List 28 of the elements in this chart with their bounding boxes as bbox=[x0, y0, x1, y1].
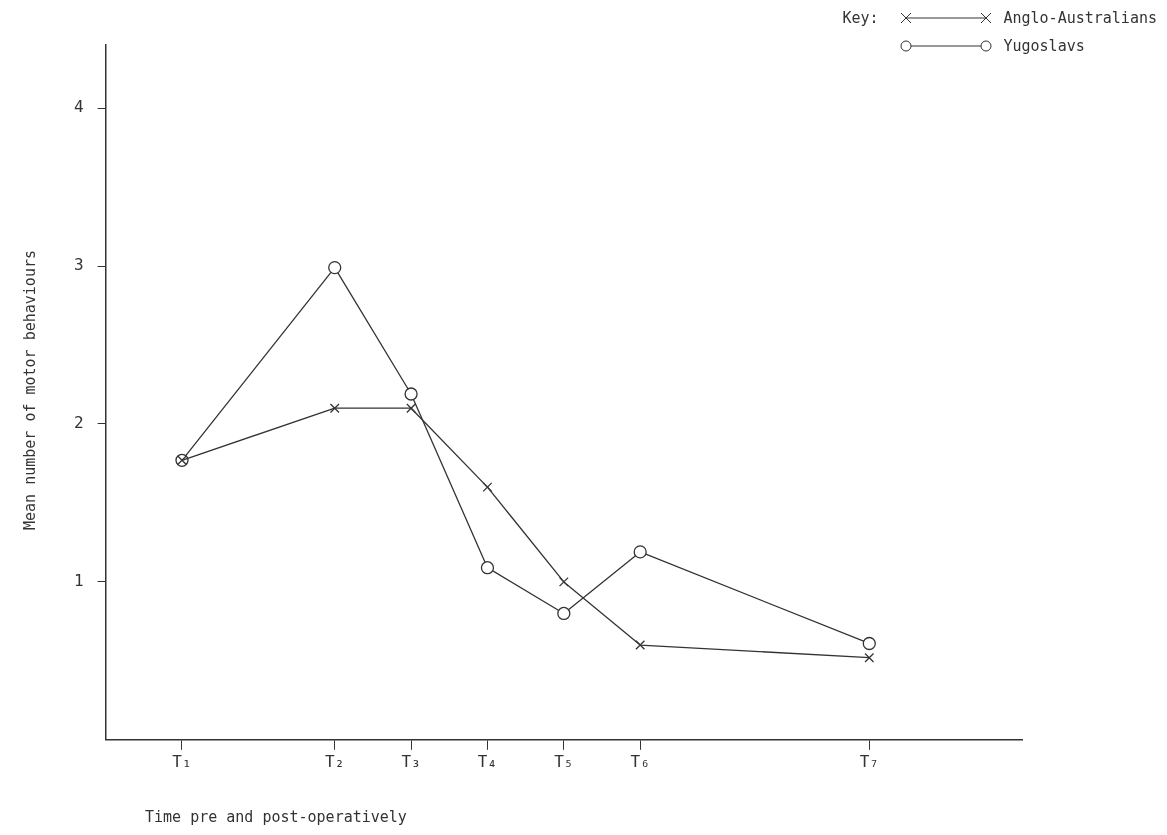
x-tick-label: T₅ bbox=[554, 751, 574, 771]
x-tick-label: T₁ bbox=[172, 751, 192, 771]
y-tick-label: 2 bbox=[73, 413, 84, 433]
y-tick-label: 3 bbox=[73, 255, 84, 275]
x-tick-label: T₇ bbox=[859, 751, 879, 771]
y-tick-label: 4 bbox=[73, 97, 84, 117]
x-tick-label: T₃ bbox=[401, 751, 421, 771]
point bbox=[862, 636, 876, 651]
point bbox=[482, 482, 493, 493]
point bbox=[406, 403, 416, 414]
point bbox=[557, 606, 571, 621]
y-axis-title: Mean number of motor behaviours bbox=[21, 250, 39, 530]
point bbox=[558, 577, 569, 587]
x-tick-label: T₄ bbox=[477, 751, 498, 771]
point bbox=[328, 261, 342, 275]
x-axis-title: Time pre and post-operatively bbox=[145, 808, 407, 826]
x-tick-label: T₂ bbox=[325, 751, 345, 771]
point bbox=[635, 640, 646, 650]
point bbox=[329, 403, 340, 414]
legend-label: Yugoslavs bbox=[1002, 37, 1085, 55]
legend-label: Anglo-Australians bbox=[1002, 9, 1157, 27]
point bbox=[480, 561, 495, 575]
legend-title: Key: bbox=[842, 9, 880, 27]
point bbox=[633, 545, 647, 559]
point bbox=[404, 387, 418, 401]
x-tick-label: T₆ bbox=[630, 751, 650, 771]
point bbox=[864, 652, 875, 663]
y-tick-label: 1 bbox=[73, 571, 84, 591]
